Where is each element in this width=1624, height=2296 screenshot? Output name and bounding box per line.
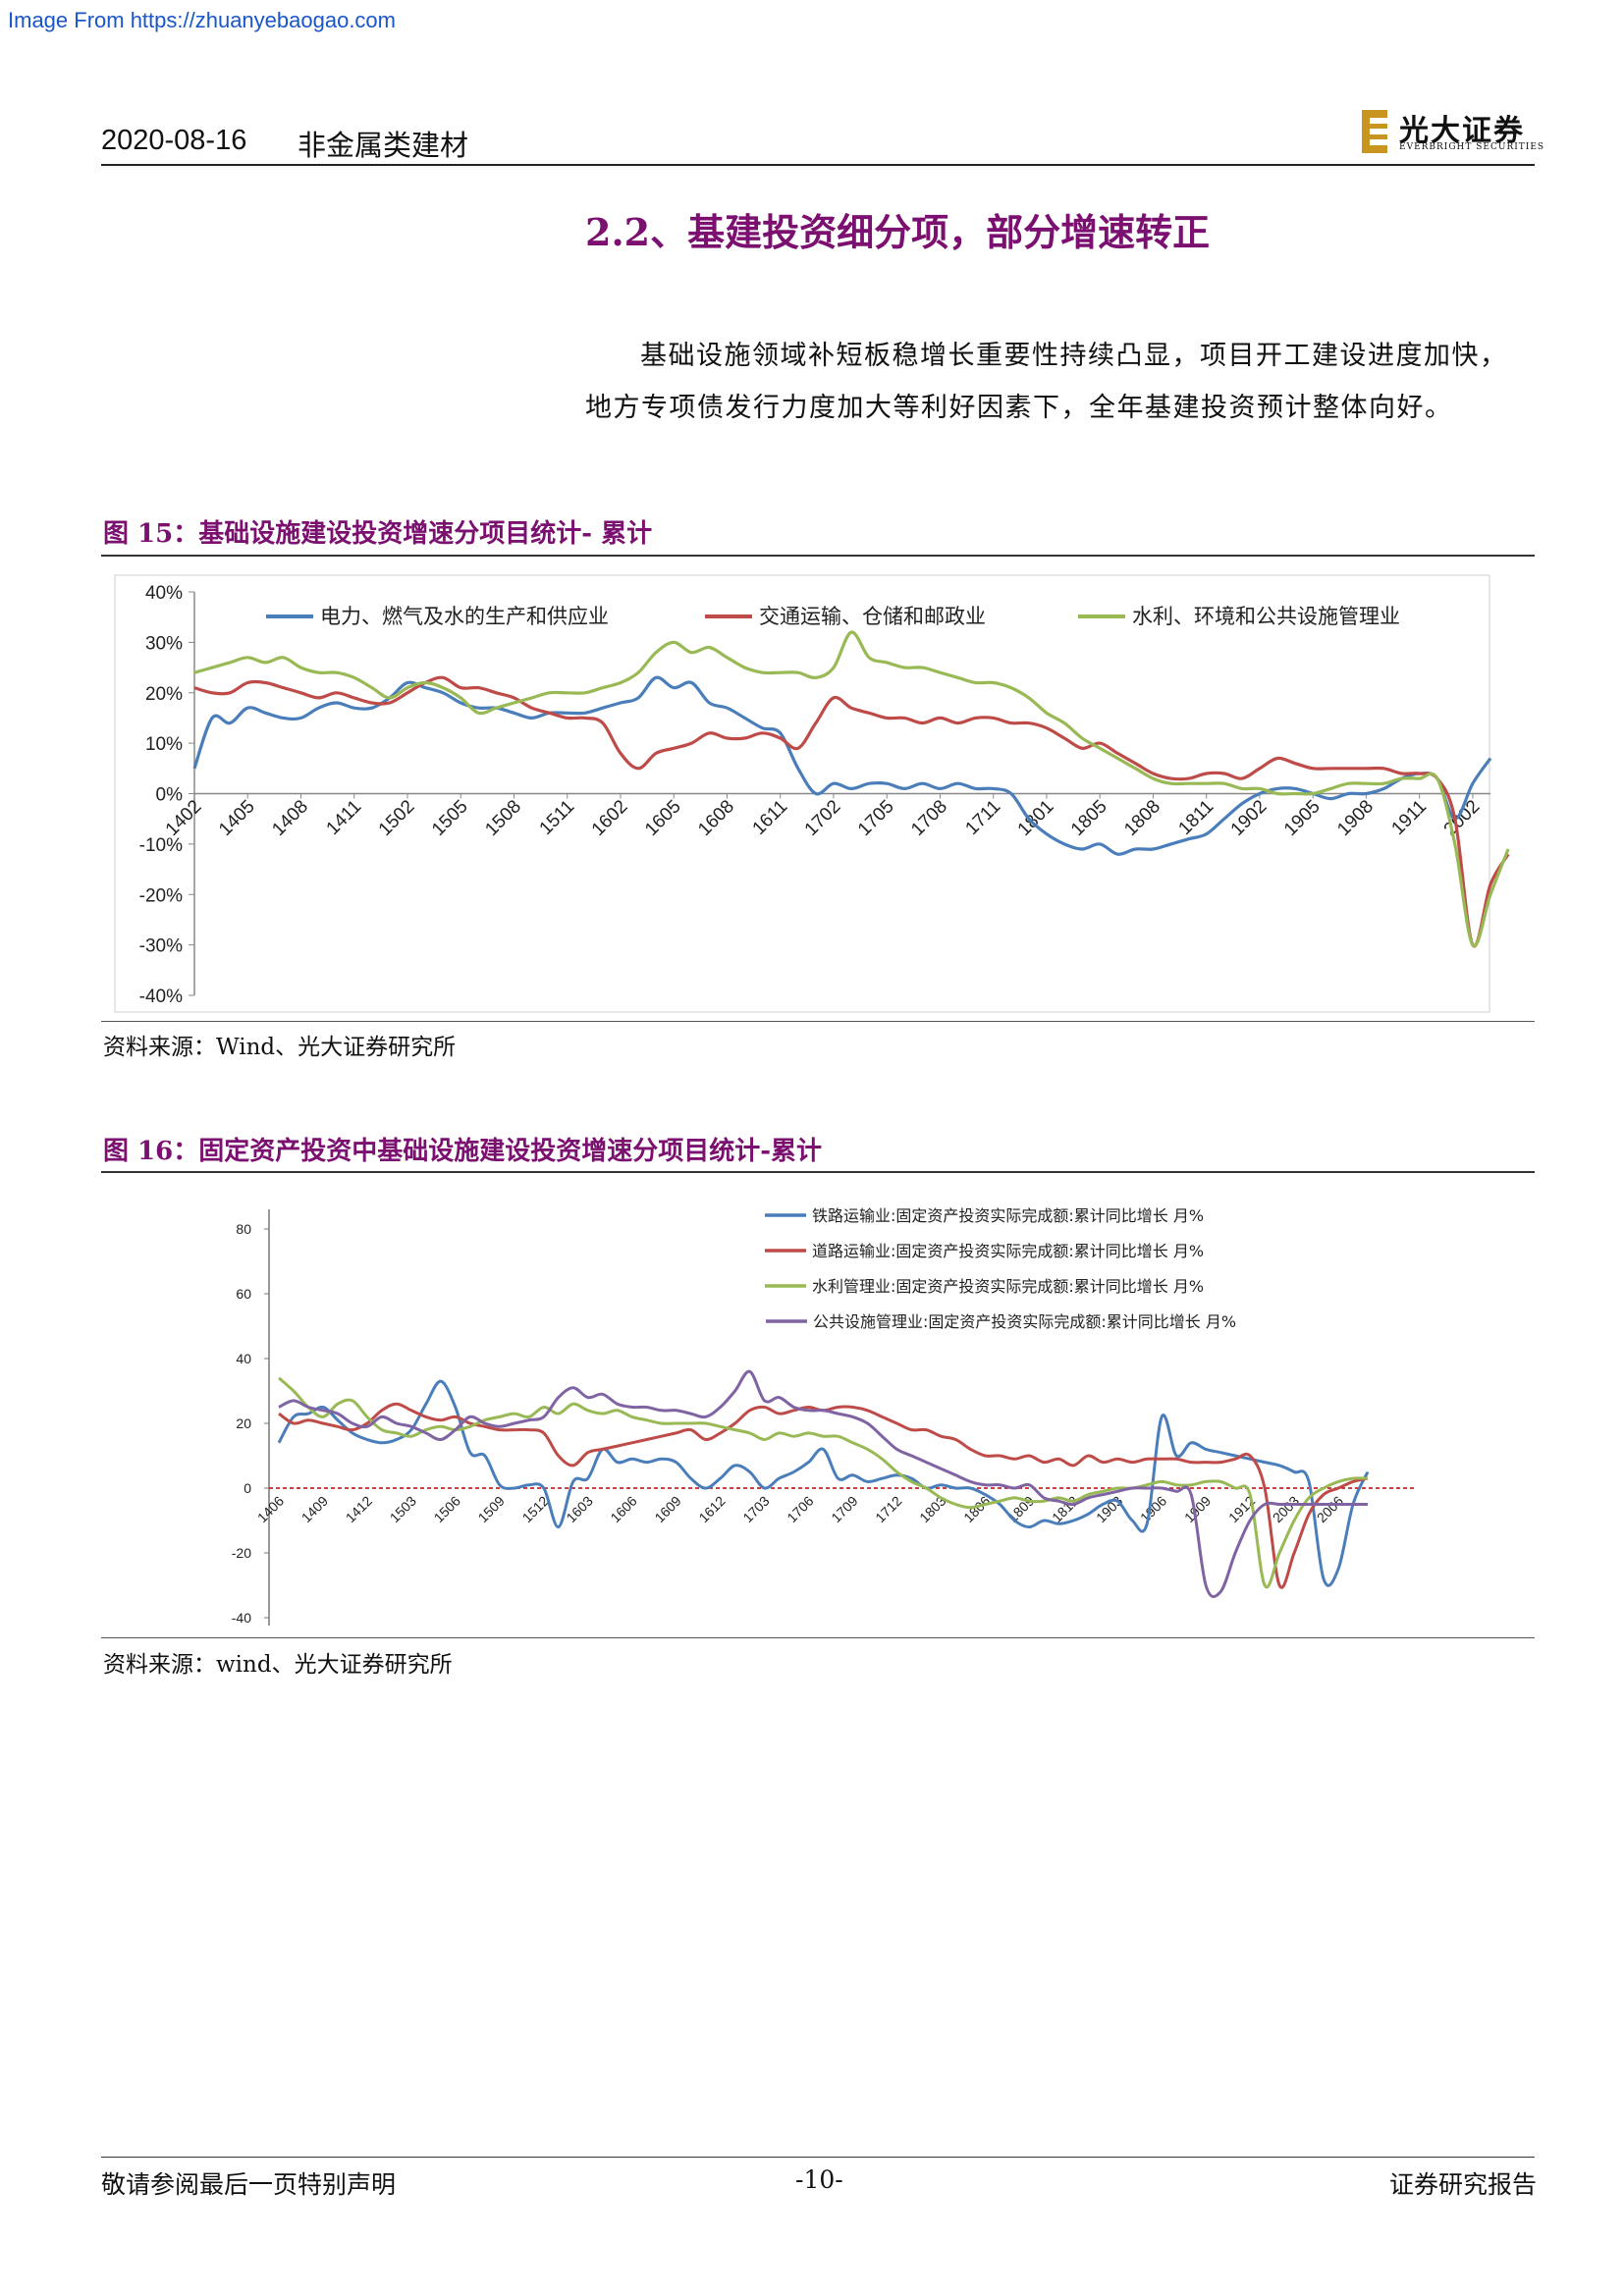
report-date: 2020-08-16 — [101, 125, 247, 156]
x-tick-label: 1506 — [431, 1493, 463, 1525]
y-tick-label: 0% — [156, 785, 184, 806]
y-tick-label: -30% — [139, 936, 183, 957]
legend-label-2: 道路运输业:固定资产投资实际完成额:累计同比增长 月% — [812, 1242, 1204, 1260]
x-tick-label: 1703 — [739, 1493, 772, 1525]
x-tick-label: 1405 — [215, 796, 259, 840]
legend-label-3: 水利、环境和公共设施管理业 — [1132, 605, 1400, 628]
x-tick-label: 1608 — [694, 796, 738, 840]
footer-divider — [101, 2157, 1535, 2158]
paragraph-line-1: 基础设施领域补短板稳增长重要性持续凸显，项目开工建设进度加快， — [640, 341, 1508, 371]
x-tick-label: 1612 — [695, 1493, 728, 1525]
footer-report-type: 证券研究报告 — [1389, 2170, 1538, 2199]
x-tick-label: 1511 — [536, 796, 579, 839]
y-tick-label: -10% — [139, 835, 183, 856]
company-logo — [1360, 108, 1537, 157]
watermark-link[interactable]: Image From https://zhuanyebaogao.com — [8, 8, 396, 32]
section-title: 2.2、基建投资细分项，部分增速转正 — [585, 210, 1211, 254]
figure-16-top-rule — [101, 1171, 1535, 1173]
figure-15-chart: 40%30%20%10%0%-10%-20%-30%-40%1402 1405 14… — [114, 574, 1510, 1013]
x-tick-label: 1605 — [641, 796, 685, 840]
x-tick-label: 1708 — [907, 796, 951, 840]
figure-15-bottom-rule — [101, 1021, 1535, 1022]
y-tick-label: -40 — [232, 1610, 251, 1626]
y-tick-label: 20 — [236, 1415, 251, 1431]
figure-16-chart: 80 60 40 20 0 -20 -40 1406 1409 1412 1503 1506 1509 1… — [232, 1206, 1417, 1626]
y-tick-label: 60 — [236, 1286, 251, 1302]
y-tick-label: 30% — [145, 633, 183, 654]
x-tick-label: 1411 — [323, 796, 366, 839]
x-tick-label: 2003 — [1270, 1493, 1302, 1525]
figure-16-source: 资料来源：wind、光大证券研究所 — [103, 1652, 453, 1678]
figure-15-title: 图 15：基础设施建设投资增速分项目统计- 累计 — [103, 519, 653, 549]
figure-16-bottom-rule — [101, 1637, 1535, 1638]
legend-label-1: 铁路运输业:固定资产投资实际完成额:累计同比增长 月% — [812, 1206, 1204, 1225]
x-tick-label: 1412 — [343, 1493, 375, 1525]
y-tick-label: 40% — [145, 583, 183, 604]
legend-label-3: 水利管理业:固定资产投资实际完成额:累计同比增长 月% — [812, 1277, 1204, 1296]
footer-disclaimer: 敬请参阅最后一页特别声明 — [101, 2170, 397, 2199]
x-tick-label: 1502 — [375, 796, 419, 840]
legend-label-2: 交通运输、仓储和邮政业 — [759, 605, 986, 628]
x-tick-label: 1712 — [872, 1493, 904, 1525]
x-tick-label: 1808 — [1120, 796, 1164, 840]
report-sector: 非金属类建材 — [298, 129, 469, 162]
series-line-1 — [277, 1379, 1370, 1587]
x-tick-label: 1911 — [1387, 796, 1431, 839]
y-tick-label: 0 — [244, 1480, 251, 1496]
x-tick-label: 1906 — [1137, 1493, 1169, 1525]
x-tick-label: 1509 — [475, 1493, 508, 1525]
y-tick-label: -20% — [139, 885, 183, 906]
x-tick-label: 1611 — [749, 796, 792, 839]
y-tick-label: 10% — [145, 734, 183, 755]
x-tick-label: 1409 — [298, 1493, 331, 1525]
x-tick-label: 1702 — [801, 796, 845, 840]
x-tick-label: 1811 — [1174, 796, 1218, 839]
y-tick-label: 20% — [145, 684, 183, 705]
x-tick-label: 1803 — [916, 1493, 948, 1525]
x-tick-label: 1805 — [1067, 796, 1111, 840]
paragraph-line-2: 地方专项债发行力度加大等利好因素下，全年基建投资预计整体向好。 — [585, 393, 1453, 423]
figure-15-top-rule — [101, 555, 1535, 557]
x-tick-label: 1902 — [1227, 796, 1272, 840]
x-tick-label: 1406 — [254, 1493, 287, 1525]
x-tick-label: 1408 — [268, 796, 312, 840]
x-tick-label: 1505 — [428, 796, 472, 840]
figure-15-source: 资料来源：Wind、光大证券研究所 — [103, 1035, 457, 1060]
header-divider — [101, 164, 1535, 166]
series-line-1 — [192, 675, 1492, 856]
series-line-4 — [278, 1369, 1368, 1599]
legend-label-1: 电力、燃气及水的生产和供应业 — [320, 605, 609, 628]
x-tick-label: 1711 — [961, 796, 1004, 839]
x-tick-label: 1705 — [854, 796, 898, 840]
logo-mark-icon — [1362, 110, 1393, 153]
x-tick-label: 1602 — [588, 796, 632, 840]
x-tick-label: 1709 — [828, 1493, 860, 1525]
series-line-2 — [193, 675, 1510, 948]
x-tick-label: 1609 — [651, 1493, 683, 1525]
y-tick-label: 80 — [236, 1221, 251, 1237]
y-tick-label: 40 — [236, 1351, 251, 1366]
logo-text: 光大证券 — [1399, 114, 1525, 148]
x-tick-label: 1503 — [387, 1493, 419, 1525]
x-tick-label: 1706 — [784, 1493, 816, 1525]
series-line-3 — [278, 1376, 1369, 1589]
x-tick-label: 1606 — [607, 1493, 639, 1525]
x-tick-label: 1508 — [481, 796, 525, 840]
figure-16-title: 图 16：固定资产投资中基础设施建设投资增速分项目统计-累计 — [103, 1137, 823, 1166]
legend-label-4: 公共设施管理业:固定资产投资实际完成额:累计同比增长 月% — [813, 1312, 1236, 1331]
page-number: -10- — [795, 2165, 843, 2194]
x-tick-label: 1801 — [1014, 796, 1058, 840]
series-line-3 — [193, 630, 1510, 948]
logo-subtext: EVERBRIGHT SECURITIES — [1399, 142, 1545, 152]
x-tick-label: 1909 — [1181, 1493, 1214, 1525]
x-tick-label: 1908 — [1333, 796, 1378, 840]
x-tick-label: 1905 — [1280, 796, 1325, 840]
y-tick-label: -20 — [232, 1545, 251, 1561]
y-tick-label: -40% — [139, 987, 183, 1007]
